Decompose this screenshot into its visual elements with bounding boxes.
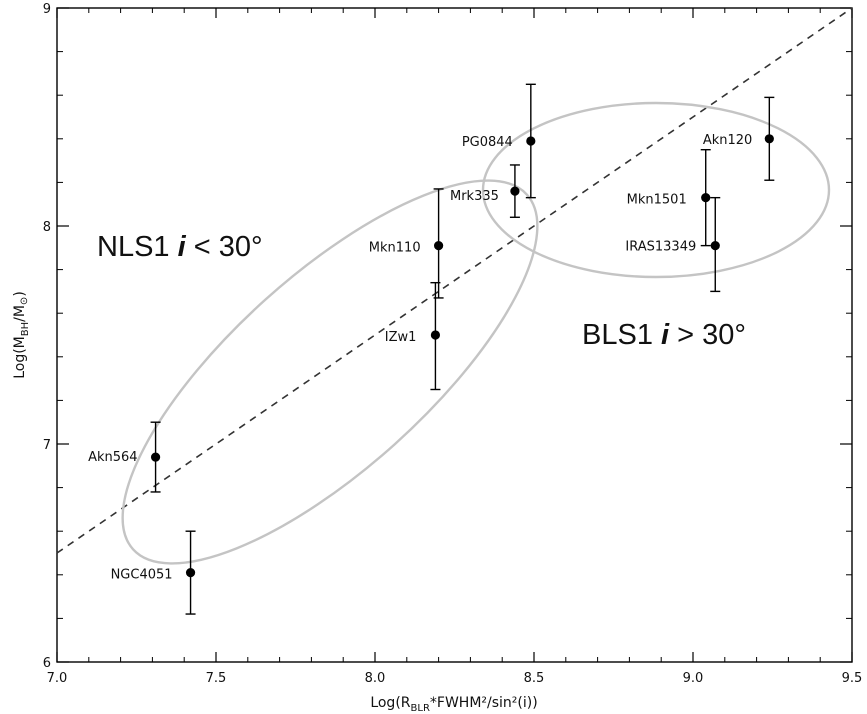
data-point-mkn1501: Mkn1501 — [627, 150, 711, 246]
x-axis-title: Log(RBLR*FWHM²/sin²(i)) — [370, 695, 537, 714]
point-label: Mkn1501 — [627, 193, 687, 208]
x-tick-label: 8.0 — [365, 671, 386, 686]
point-label: NGC4051 — [111, 568, 173, 583]
point-marker — [186, 568, 195, 577]
point-label: IZw1 — [385, 330, 417, 345]
data-point-mrk335: Mrk335 — [450, 165, 520, 217]
point-label: IRAS13349 — [625, 240, 696, 255]
x-tick-label: 9.5 — [842, 671, 863, 686]
point-marker — [765, 134, 774, 143]
data-point-akn120: Akn120 — [703, 97, 774, 180]
y-tick-label: 7 — [43, 438, 51, 453]
x-tick-label: 9.0 — [683, 671, 704, 686]
point-marker — [151, 452, 160, 461]
data-point-akn564: Akn564 — [88, 422, 160, 492]
point-marker — [510, 187, 519, 196]
bls1-annotation: BLS1 i > 30° — [582, 319, 746, 351]
data-point-mkn110: Mkn110 — [369, 189, 444, 298]
fit-line — [57, 8, 852, 553]
point-marker — [431, 330, 440, 339]
y-tick-label: 9 — [43, 2, 51, 17]
y-axis-title: Log(MBH/M⊙) — [12, 291, 31, 379]
nls1-annotation: NLS1 i < 30° — [97, 231, 263, 263]
point-marker — [711, 241, 720, 250]
point-label: Mrk335 — [450, 189, 499, 204]
point-marker — [434, 241, 443, 250]
x-tick-label: 7.5 — [206, 671, 227, 686]
point-label: Mkn110 — [369, 241, 421, 256]
data-point-izw1: IZw1 — [385, 283, 441, 390]
point-marker — [526, 136, 535, 145]
nls1-region-ellipse — [68, 123, 592, 622]
data-point-ngc4051: NGC4051 — [111, 531, 196, 614]
point-marker — [701, 193, 710, 202]
x-tick-label: 7.0 — [47, 671, 68, 686]
point-label: Akn120 — [703, 133, 752, 148]
point-label: Akn564 — [88, 450, 137, 465]
y-tick-label: 8 — [43, 220, 51, 235]
x-tick-label: 8.5 — [524, 671, 545, 686]
y-tick-label: 6 — [43, 656, 51, 671]
point-label: PG0844 — [462, 135, 513, 150]
